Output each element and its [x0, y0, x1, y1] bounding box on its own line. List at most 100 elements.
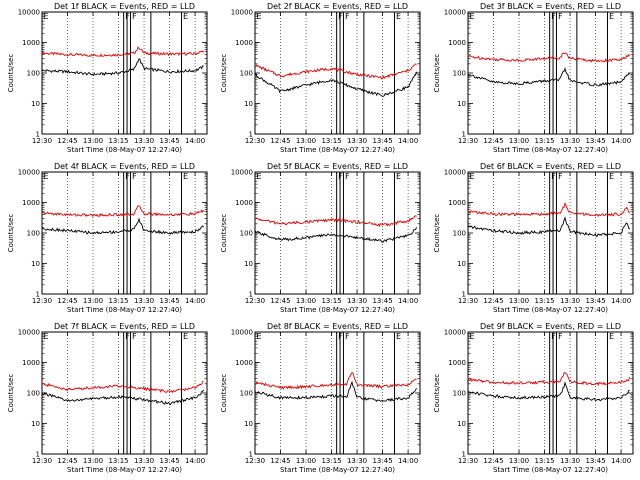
y-tick-label: 100	[453, 70, 466, 78]
x-tick-label: 13:15	[108, 457, 128, 465]
y-tick-label: 10000	[444, 329, 466, 337]
x-tick-label: 12:30	[32, 457, 52, 465]
x-tick-label: 14:00	[611, 297, 631, 305]
x-tick-label: 13:00	[83, 297, 103, 305]
x-tick-label: 13:30	[134, 457, 154, 465]
y-tick-label: 1000	[22, 39, 40, 47]
y-tick-label: 100	[240, 390, 253, 398]
event-marker-label: E	[470, 12, 475, 21]
plot-frame	[254, 171, 421, 295]
y-tick-label: 100	[27, 230, 40, 238]
event-marker-label: F	[551, 12, 556, 21]
x-tick-label: 13:45	[372, 457, 392, 465]
y-tick-label: 10000	[231, 329, 253, 337]
detector-panel: Det 9f BLACK = Events, RED = LLD 12:30 12:…	[433, 322, 634, 474]
x-tick-label: 13:00	[509, 137, 529, 145]
x-tick-label: 13:45	[372, 137, 392, 145]
y-tick-label: 10000	[18, 169, 40, 177]
y-tick-label: 1	[36, 451, 40, 459]
y-tick-label: 10	[457, 260, 466, 268]
y-tick-label: 1000	[448, 199, 466, 207]
event-marker-label: E	[396, 332, 401, 341]
event-marker-label: F	[558, 172, 563, 181]
y-tick-label: 100	[27, 70, 40, 78]
detector-panel: Det 3f BLACK = Events, RED = LLD 12:30 12:…	[433, 2, 634, 154]
event-marker-label: F	[345, 12, 350, 21]
event-marker-label: E	[396, 12, 401, 21]
detector-panel: Det 4f BLACK = Events, RED = LLD 12:30 12:…	[7, 162, 208, 314]
x-tick-label: 14:00	[611, 457, 631, 465]
y-tick-label: 10000	[444, 9, 466, 17]
event-rate-line	[254, 71, 418, 97]
x-tick-label: 13:00	[509, 297, 529, 305]
y-tick-label: 1	[249, 131, 253, 139]
x-tick-label: 13:45	[159, 137, 179, 145]
x-tick-label: 12:45	[483, 137, 503, 145]
x-axis-label: Start Time (08-May-07 12:27:40)	[493, 466, 608, 474]
event-marker-label: E	[44, 12, 49, 21]
event-marker-label: E	[183, 332, 188, 341]
x-tick-label: 13:30	[560, 297, 580, 305]
event-rate-line	[254, 380, 417, 403]
x-tick-label: 13:00	[296, 457, 316, 465]
plot-frame	[467, 171, 634, 295]
x-tick-label: 13:15	[321, 297, 341, 305]
event-marker-label: E	[44, 332, 49, 341]
detector-panel: Det 5f BLACK = Events, RED = LLD 12:30 12:…	[220, 162, 421, 314]
event-rate-line	[467, 381, 630, 402]
panel-title: Det 8f BLACK = Events, RED = LLD	[267, 322, 408, 331]
x-tick-label: 13:00	[509, 457, 529, 465]
x-tick-label: 13:00	[296, 137, 316, 145]
lld-rate-line	[254, 372, 417, 390]
x-tick-label: 13:00	[83, 457, 103, 465]
event-marker-label: F	[338, 172, 343, 181]
x-tick-label: 13:45	[159, 297, 179, 305]
event-marker-label: F	[132, 332, 137, 341]
lld-rate-line	[254, 63, 417, 80]
event-marker-label: F	[132, 12, 137, 21]
lld-rate-line	[467, 52, 630, 63]
panel-title: Det 4f BLACK = Events, RED = LLD	[54, 162, 195, 171]
x-tick-label: 12:30	[458, 297, 478, 305]
y-axis-label: Counts/sec	[220, 54, 228, 93]
event-rate-line	[41, 217, 204, 235]
x-tick-label: 13:30	[134, 297, 154, 305]
panel-title: Det 3f BLACK = Events, RED = LLD	[480, 2, 621, 11]
event-marker-label: E	[257, 12, 262, 21]
x-axis-label: Start Time (08-May-07 12:27:40)	[493, 306, 608, 314]
x-tick-label: 12:45	[57, 297, 77, 305]
y-tick-label: 1000	[235, 359, 253, 367]
event-marker-label: F	[345, 332, 350, 341]
plot-frame	[41, 331, 208, 455]
x-tick-label: 12:30	[245, 297, 265, 305]
event-rate-line	[254, 227, 418, 243]
y-tick-label: 100	[240, 230, 253, 238]
x-axis-label: Start Time (08-May-07 12:27:40)	[280, 466, 395, 474]
x-tick-label: 12:30	[245, 137, 265, 145]
x-tick-label: 13:45	[159, 457, 179, 465]
y-tick-label: 1	[249, 451, 253, 459]
y-tick-label: 10000	[18, 9, 40, 17]
panel-title: Det 1f BLACK = Events, RED = LLD	[54, 2, 195, 11]
event-marker-label: F	[132, 172, 137, 181]
detector-panel: Det 6f BLACK = Events, RED = LLD 12:30 12:…	[433, 162, 634, 314]
panel-title: Det 6f BLACK = Events, RED = LLD	[480, 162, 621, 171]
x-axis-label: Start Time (08-May-07 12:27:40)	[493, 146, 608, 154]
event-marker-label: E	[609, 12, 614, 21]
event-marker-label: F	[125, 12, 130, 21]
panel-title: Det 2f BLACK = Events, RED = LLD	[267, 2, 408, 11]
event-marker-label: E	[183, 12, 188, 21]
x-tick-label: 14:00	[398, 137, 418, 145]
x-tick-label: 13:30	[347, 137, 367, 145]
y-axis-label: Counts/sec	[433, 214, 441, 253]
event-marker-label: F	[558, 332, 563, 341]
y-tick-label: 10000	[18, 329, 40, 337]
lld-rate-line	[467, 372, 631, 387]
x-tick-label: 12:45	[483, 457, 503, 465]
x-tick-label: 12:30	[458, 457, 478, 465]
detector-panel: Det 7f BLACK = Events, RED = LLD 12:30 12:…	[7, 322, 208, 474]
y-tick-label: 10	[244, 260, 253, 268]
panel-title: Det 5f BLACK = Events, RED = LLD	[267, 162, 408, 171]
x-tick-label: 12:45	[270, 137, 290, 145]
x-tick-label: 13:15	[321, 457, 341, 465]
